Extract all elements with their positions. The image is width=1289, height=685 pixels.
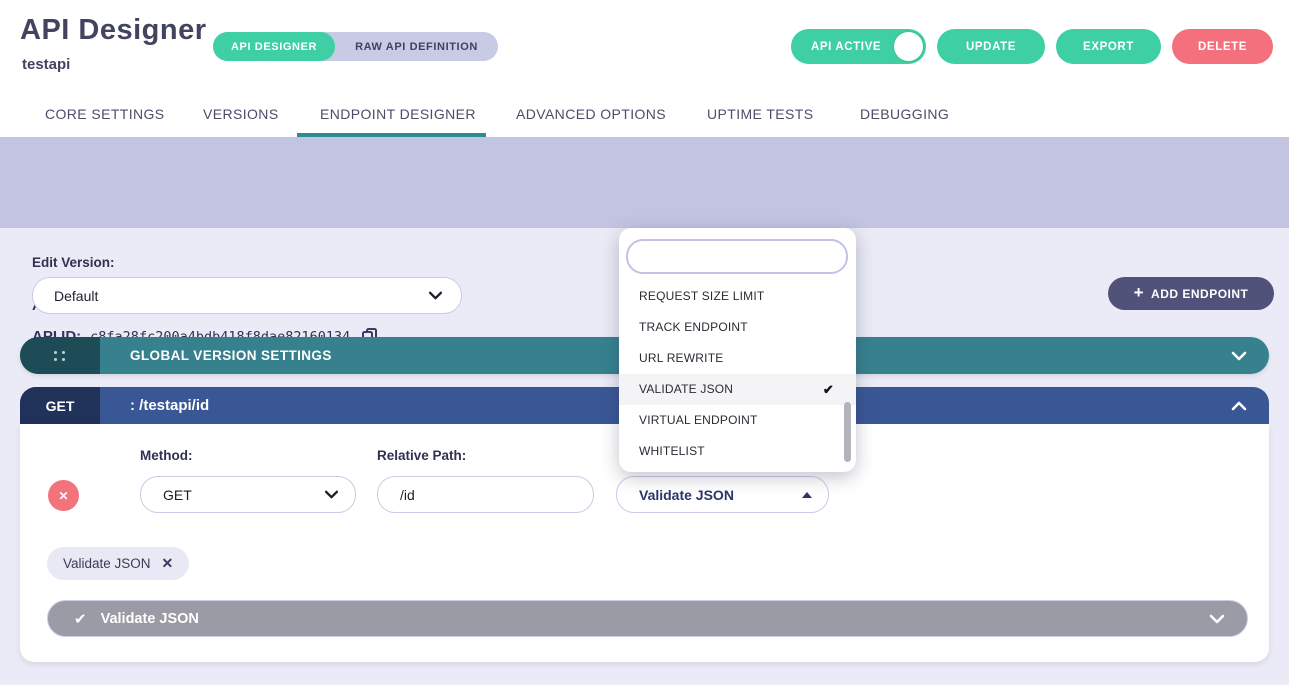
- plus-icon: +: [1133, 282, 1145, 302]
- tab-versions[interactable]: VERSIONS: [203, 106, 279, 122]
- plugin-option-list: REQUEST SIZE LIMIT TRACK ENDPOINT URL RE…: [619, 281, 856, 467]
- method-select[interactable]: GET: [140, 476, 356, 513]
- export-button[interactable]: EXPORT: [1056, 29, 1161, 64]
- validate-json-section-bar[interactable]: ✔ Validate JSON: [47, 600, 1248, 637]
- api-name: testapi: [22, 56, 71, 73]
- option-url-rewrite[interactable]: URL REWRITE: [639, 351, 724, 365]
- option-request-size-limit[interactable]: REQUEST SIZE LIMIT: [639, 289, 765, 303]
- relative-path-input[interactable]: [400, 486, 577, 503]
- checkmark-icon: ✔: [822, 382, 834, 397]
- update-button[interactable]: UPDATE: [937, 29, 1045, 64]
- validate-json-section-title: Validate JSON: [100, 610, 199, 627]
- option-whitelist[interactable]: WHITELIST: [639, 444, 705, 458]
- drag-handle-icon[interactable]: [20, 337, 100, 374]
- version-select-value: Default: [54, 287, 99, 304]
- global-version-settings-title: GLOBAL VERSION SETTINGS: [130, 348, 332, 363]
- page-title: API Designer: [20, 14, 207, 46]
- add-endpoint-label: ADD ENDPOINT: [1151, 286, 1249, 301]
- delete-button[interactable]: DELETE: [1172, 29, 1273, 64]
- dropdown-scrollbar-thumb[interactable]: [844, 402, 851, 462]
- option-validate-json[interactable]: VALIDATE JSON ✔: [619, 374, 856, 405]
- chevron-up-icon[interactable]: [1231, 401, 1247, 411]
- tab-core-settings[interactable]: CORE SETTINGS: [45, 106, 165, 122]
- triangle-up-icon: [802, 491, 812, 498]
- plugin-search-input[interactable]: [626, 239, 848, 274]
- chevron-down-icon[interactable]: [1209, 614, 1225, 624]
- plugins-dropdown-popup: REQUEST SIZE LIMIT TRACK ENDPOINT URL RE…: [619, 228, 856, 472]
- tab-advanced-options[interactable]: ADVANCED OPTIONS: [516, 106, 667, 122]
- relative-path-label: Relative Path:: [377, 448, 467, 463]
- api-active-label: API ACTIVE: [811, 40, 882, 53]
- edit-version-label: Edit Version:: [32, 255, 115, 270]
- method-label: Method:: [140, 448, 193, 463]
- toggle-raw-api-definition[interactable]: RAW API DEFINITION: [355, 40, 478, 53]
- plugin-chip-label: Validate JSON: [63, 556, 151, 571]
- plugins-select-value: Validate JSON: [639, 486, 734, 503]
- plugins-select[interactable]: Validate JSON: [616, 476, 829, 513]
- chevron-down-icon: [428, 291, 443, 300]
- active-tab-underline: [297, 133, 486, 137]
- option-validate-json-label: VALIDATE JSON: [639, 382, 734, 396]
- tab-uptime-tests[interactable]: UPTIME TESTS: [707, 106, 814, 122]
- relative-path-field[interactable]: [377, 476, 594, 513]
- chevron-down-icon[interactable]: [1231, 351, 1247, 361]
- chevron-down-icon: [324, 490, 339, 499]
- api-info-bar: API URL: https://tyk123.cloudv2.tyk.io/t…: [0, 137, 1289, 345]
- option-virtual-endpoint[interactable]: VIRTUAL ENDPOINT: [639, 413, 758, 427]
- x-icon: ✕: [58, 488, 69, 503]
- endpoint-method-badge: GET: [20, 387, 100, 424]
- version-select[interactable]: Default: [32, 277, 462, 314]
- endpoint-path-title: : /testapi/id: [130, 397, 210, 414]
- tab-endpoint-designer[interactable]: ENDPOINT DESIGNER: [320, 106, 476, 122]
- tab-debugging[interactable]: DEBUGGING: [860, 106, 950, 122]
- remove-endpoint-button[interactable]: ✕: [48, 480, 79, 511]
- plugin-chip: Validate JSON ✕: [47, 547, 190, 580]
- toggle-api-designer[interactable]: API DESIGNER: [213, 32, 336, 61]
- option-track-endpoint[interactable]: TRACK ENDPOINT: [639, 320, 748, 334]
- toggle-knob-icon[interactable]: [894, 32, 923, 61]
- add-endpoint-button[interactable]: + ADD ENDPOINT: [1108, 277, 1274, 310]
- chip-remove-icon[interactable]: ✕: [161, 555, 174, 571]
- check-icon: ✔: [74, 610, 87, 628]
- view-mode-toggle: API DESIGNER RAW API DEFINITION: [213, 32, 498, 61]
- header: API Designer testapi API DESIGNER RAW AP…: [0, 0, 1289, 137]
- method-select-value: GET: [163, 486, 192, 503]
- api-active-toggle[interactable]: API ACTIVE: [791, 29, 926, 64]
